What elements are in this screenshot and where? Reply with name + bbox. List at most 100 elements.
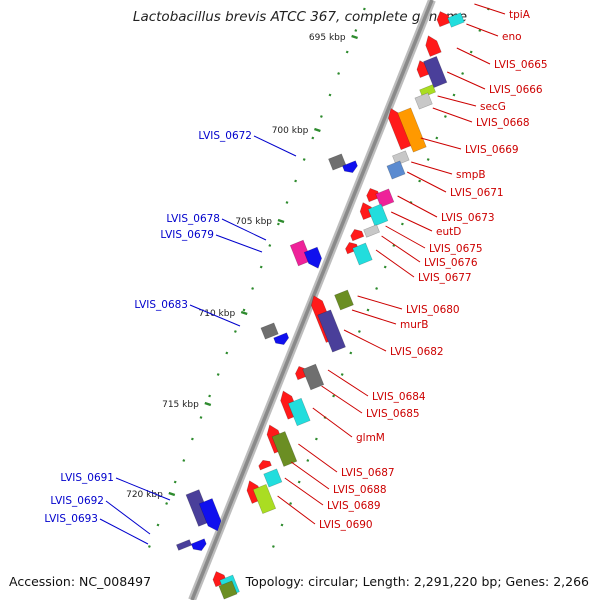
- left-gene-label: LVIS_0691: [60, 472, 114, 484]
- gene-outer-shape: [352, 242, 373, 266]
- gene-outer: [423, 56, 448, 88]
- scale-tick: [277, 218, 285, 224]
- gene-left-shape: [190, 538, 207, 551]
- gene-outer-shape: [363, 224, 380, 238]
- ring-dot: [233, 330, 237, 333]
- right-gene-label: LVIS_0684: [372, 391, 426, 403]
- right-leader-line: [375, 249, 415, 278]
- backbone-line: [190, 0, 434, 600]
- accession-text: Accession: NC_008497: [9, 574, 152, 589]
- gene-outer: [363, 224, 380, 238]
- ring-dot: [443, 115, 447, 118]
- ring-dot: [216, 373, 220, 376]
- right-leader-line: [343, 329, 387, 352]
- gene-inner-red: [425, 35, 442, 57]
- ring-dot: [173, 480, 177, 484]
- left-leader-line: [253, 135, 297, 157]
- right-gene-label: smpB: [456, 169, 486, 181]
- gene-outer-shape: [302, 363, 325, 391]
- gene-left: [303, 246, 322, 269]
- right-leader-line: [390, 211, 433, 232]
- right-gene-label: secG: [480, 101, 506, 113]
- scale-tick: [314, 127, 321, 133]
- ring-dot: [452, 93, 456, 97]
- ring-dot: [297, 480, 301, 484]
- ring-dot: [251, 287, 255, 290]
- right-leader-line: [312, 407, 353, 438]
- ring-dot: [289, 502, 293, 505]
- gene-outer: [317, 309, 346, 353]
- scale-tick: [204, 401, 212, 407]
- right-gene-label: LVIS_0677: [418, 272, 472, 284]
- gene-inner-red: [366, 188, 381, 203]
- right-leader-line: [437, 95, 477, 107]
- left-gene-label: LVIS_0679: [160, 229, 214, 241]
- gene-outer-shape: [334, 289, 354, 311]
- gene-outer-shape: [252, 483, 277, 515]
- ring-dot: [332, 394, 336, 398]
- right-leader-line: [381, 235, 421, 263]
- left-gene-label: LVIS_0683: [134, 299, 188, 311]
- gene-outer: [386, 160, 406, 180]
- ring-dot: [340, 373, 344, 376]
- left-leader-line: [221, 218, 267, 241]
- gene-inner-red: [345, 242, 360, 255]
- ring-dot: [383, 265, 387, 269]
- ring-dot: [478, 29, 482, 32]
- right-leader-line: [290, 461, 330, 490]
- right-leader-line: [298, 443, 338, 473]
- gene-left-shape: [198, 498, 222, 532]
- gene-left: [260, 322, 279, 340]
- right-gene-label: LVIS_0673: [441, 212, 495, 224]
- right-gene-label: murB: [400, 319, 428, 331]
- left-leader-line: [105, 500, 151, 535]
- left-gene-label: LVIS_0693: [44, 513, 98, 525]
- left-leader-line: [215, 234, 263, 253]
- ring-dot: [276, 222, 280, 226]
- ring-dot: [435, 136, 439, 140]
- gene-outer-shape: [386, 160, 406, 180]
- ring-dot: [294, 179, 298, 183]
- right-gene-label: LVIS_0680: [406, 304, 460, 316]
- gene-left-shape: [260, 322, 279, 340]
- right-leader-line: [327, 369, 369, 397]
- scale-tick: [351, 34, 358, 40]
- topology-text: Topology: circular; Length: 2,291,220 bp…: [245, 574, 589, 589]
- gene-outer-shape: [271, 431, 298, 467]
- right-gene-label: LVIS_0668: [476, 117, 530, 129]
- gene-left: [198, 498, 222, 532]
- right-gene-label: eutD: [436, 226, 461, 238]
- ring-dot: [302, 158, 306, 161]
- gene-inner-red: [350, 229, 365, 242]
- left-leader-line: [99, 518, 149, 545]
- ring-dot: [469, 50, 473, 54]
- ring-dot: [349, 351, 353, 355]
- scale-tick: [240, 310, 248, 316]
- gene-outer-shape: [317, 309, 346, 353]
- ring-dot: [366, 308, 370, 312]
- gene-inner-red: [258, 459, 272, 471]
- gene-left-shape: [328, 153, 347, 171]
- gene-outer: [218, 580, 238, 600]
- gene-left: [273, 332, 290, 345]
- right-gene-label: LVIS_0665: [494, 59, 548, 71]
- gene-outer: [352, 242, 373, 266]
- ring-dot: [190, 437, 194, 441]
- right-gene-label: LVIS_0689: [327, 500, 381, 512]
- gene-left-shape: [342, 160, 358, 173]
- ring-dot: [182, 459, 186, 462]
- gene-left: [328, 153, 347, 171]
- ring-dot: [311, 136, 315, 140]
- scale-label: 705 kbp: [235, 217, 272, 227]
- gene-left: [175, 539, 193, 551]
- ring-dot: [242, 308, 246, 312]
- ring-dot: [225, 351, 229, 355]
- gene-left: [190, 538, 207, 551]
- right-gene-label: LVIS_0685: [366, 408, 420, 420]
- right-leader-line: [351, 309, 397, 325]
- right-gene-label: LVIS_0676: [424, 257, 478, 269]
- right-gene-label: eno: [502, 31, 522, 43]
- gene-outer-shape: [263, 468, 283, 488]
- scale-label: 715 kbp: [162, 400, 199, 410]
- right-leader-line: [277, 495, 316, 525]
